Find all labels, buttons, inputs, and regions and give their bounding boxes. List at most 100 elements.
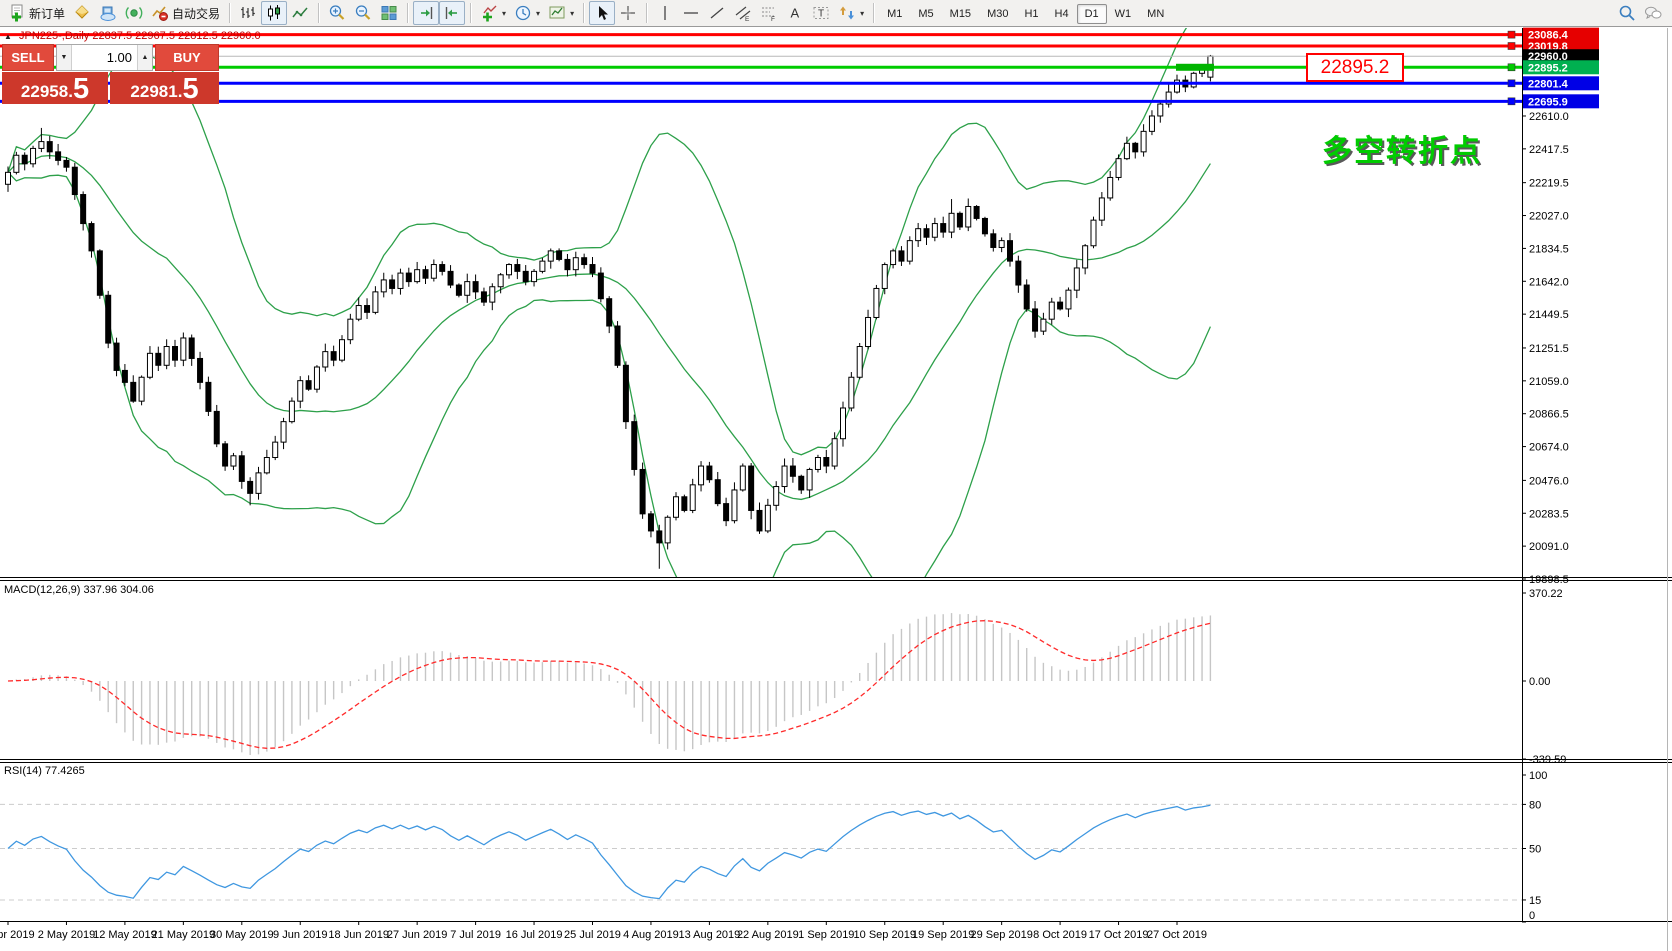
candle [1157,103,1164,117]
candle [1015,260,1022,286]
search-icon[interactable] [1618,4,1636,22]
equidistant-channel-button[interactable]: E [730,1,756,25]
zoom-in-button[interactable] [324,1,350,25]
text-label-button[interactable]: T [808,1,834,25]
timeframe-button-mn[interactable]: MN [1147,8,1165,20]
time-axis-label: 1 Sep 2019 [798,929,854,941]
price-flag-label: 23086.4 [1528,30,1569,42]
profiles-button[interactable] [95,1,121,25]
price-tick-label: 22027.0 [1529,211,1569,223]
time-axis-label: 4 Aug 2019 [623,929,679,941]
candle [539,260,546,272]
line-chart-button[interactable] [287,1,313,25]
candle [330,351,337,361]
vertical-line-button[interactable] [652,1,678,25]
auto-scroll-button[interactable] [413,1,440,25]
hline-handle[interactable] [1507,79,1516,88]
candle [121,369,128,383]
ask-price-dot: . [177,82,183,102]
macd-indicator-label: MACD(12,26,9) 337.96 304.06 [4,584,154,596]
macd-signal-line [7,620,1211,749]
candle [305,380,312,390]
signals-icon [125,7,143,19]
candle [497,274,504,288]
timeframe-button-h4[interactable]: H4 [1054,8,1069,20]
zoom-out-button[interactable] [350,1,376,25]
candle [622,364,629,423]
timeframe-button-h1[interactable]: H1 [1024,8,1039,20]
profiles-icon [100,6,116,21]
candle [865,316,872,348]
hline-handle[interactable] [1507,30,1516,39]
new-order-label: 新订单 [29,6,66,21]
buy-button[interactable]: BUY [155,44,219,71]
candle [38,141,45,149]
candle-chart-button[interactable] [261,1,288,25]
arrows-button[interactable]: ▾ [834,1,868,25]
candle [272,441,279,459]
bid-price-main: 22958 [20,82,69,102]
bar-chart-button[interactable] [235,1,261,25]
price-flag [1523,94,1599,109]
timeframe-button-m30[interactable]: M30 [987,8,1009,20]
chart-shift-button[interactable] [439,1,466,25]
price-tick-label: 21059.0 [1529,376,1569,388]
one-click-panel-toggle-icon[interactable]: ▲ [4,32,12,41]
signals-button[interactable] [121,1,147,25]
price-annotation-box[interactable]: 22895.2 [1306,53,1404,82]
volume-decrease-button[interactable]: ▼ [57,45,72,70]
candle [1098,197,1105,221]
candle [322,351,329,368]
fibonacci-button[interactable]: F [756,1,782,25]
candle [597,272,604,300]
volume-increase-button[interactable]: ▲ [137,45,152,70]
styles-button[interactable] [69,1,95,25]
trend-line-button[interactable] [704,1,730,25]
candle [155,352,162,366]
hline-handle[interactable] [1507,63,1516,72]
text-label-icon: T [813,7,829,20]
candle [990,233,997,248]
candle [723,503,730,522]
candle [731,489,738,522]
indicators-button[interactable]: ▾ [476,1,510,25]
price-flag-label: 22895.2 [1528,62,1568,74]
candle [255,472,262,494]
autotrade-button[interactable]: 自动交易 [147,1,224,25]
candle [464,281,471,296]
text-button[interactable]: A [782,1,808,25]
timeframe-button-m1[interactable]: M1 [887,8,903,20]
timeframe-button-m5[interactable]: M5 [918,8,934,20]
candle [840,407,846,440]
volume-input[interactable] [72,45,137,70]
crosshair-button[interactable] [615,1,641,25]
new-order-button[interactable]: 新订单 [4,1,69,25]
timeframe-button-w1[interactable]: W1 [1114,8,1132,20]
candle [71,166,78,196]
time-axis-label: 2 May 2019 [38,929,95,941]
candle [297,380,304,402]
timeframe-button-m15[interactable]: M15 [949,8,972,20]
hline-handle[interactable] [1507,97,1516,106]
svg-text:A: A [791,6,800,21]
periods-button[interactable]: ▾ [510,1,544,25]
ohlc-values-label: 22837.5 22967.5 22812.5 22960.0 [92,30,261,42]
equidistant-channel-icon: E [735,6,751,22]
chat-icon[interactable] [1644,4,1662,22]
candle [673,496,679,518]
chart-title: ▲ JPN225-,Daily 22837.5 22967.5 22812.5 … [4,30,261,42]
toolbar-separator [583,3,585,23]
horizontal-line-button[interactable] [678,1,704,25]
turning-point-annotation[interactable]: 多空转折点 [1322,135,1482,168]
tile-windows-button[interactable] [376,1,402,25]
candle [656,530,663,544]
candle [1023,284,1030,310]
hline-handle[interactable] [1507,42,1516,50]
templates-button[interactable]: ▾ [544,1,578,25]
bid-price[interactable]: 22958. 5 [2,72,108,104]
candle [455,284,462,296]
timeframe-button-d1[interactable]: D1 [1076,4,1107,24]
sell-button[interactable]: SELL [2,44,54,71]
cursor-button[interactable] [589,1,616,25]
ask-price[interactable]: 22981. 5 [110,72,219,104]
